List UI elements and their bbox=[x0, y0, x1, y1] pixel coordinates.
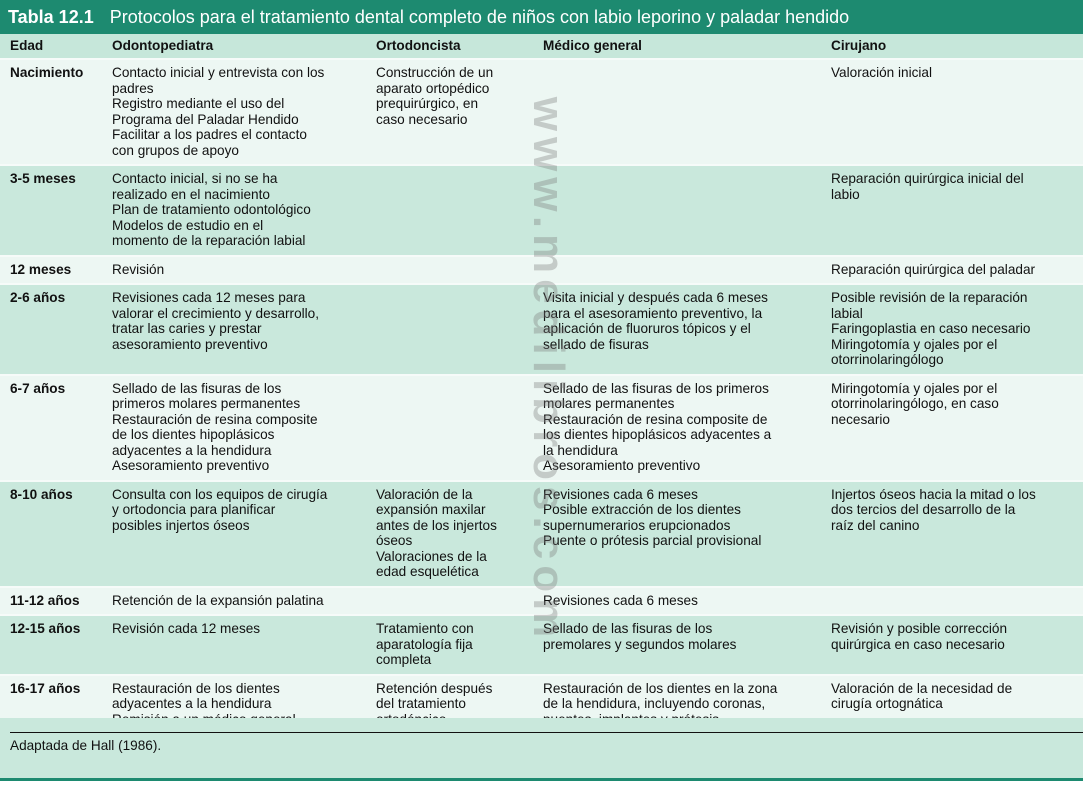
cell-ortodoncista bbox=[376, 165, 543, 256]
cell-cirujano: Revisión y posible corrección quirúrgica… bbox=[831, 615, 1083, 675]
cell-medico-general: Sellado de las fisuras de los premolares… bbox=[543, 615, 831, 675]
footnote: Adaptada de Hall (1986). bbox=[10, 738, 162, 753]
table-row: 12-15 años Revisión cada 12 meses Tratamie… bbox=[0, 615, 1083, 675]
cell-cirujano: Injertos óseos hacia la mitad o los dos … bbox=[831, 480, 1083, 587]
cell-medico-general bbox=[543, 255, 831, 284]
column-header-cirujano: Cirujano bbox=[831, 34, 1083, 59]
cell-odontopediatra: Revisión bbox=[112, 255, 376, 284]
cell-medico-general: Revisiones cada 6 meses bbox=[543, 586, 831, 615]
cell-ortodoncista: Tratamiento con aparatología fija comple… bbox=[376, 615, 543, 675]
cell-odontopediatra: Sellado de las fisuras de los primeros m… bbox=[112, 374, 376, 481]
cell-odontopediatra: Revisión cada 12 meses bbox=[112, 615, 376, 675]
cell-edad: 6-7 años bbox=[0, 374, 112, 481]
table-title: Tabla 12.1 Protocolos para el tratamient… bbox=[0, 0, 1083, 34]
cell-odontopediatra: Retención de la expansión palatina bbox=[112, 586, 376, 615]
cell-medico-general: Visita inicial y después cada 6 meses pa… bbox=[543, 284, 831, 375]
table-caption: Protocolos para el tratamiento dental co… bbox=[109, 6, 850, 27]
column-header-edad: Edad bbox=[0, 34, 112, 59]
cell-odontopediatra: Revisiones cada 12 meses para valorar el… bbox=[112, 284, 376, 375]
cell-edad: 11-12 años bbox=[0, 586, 112, 615]
table-row: 8-10 años Consulta con los equipos de cir… bbox=[0, 480, 1083, 587]
cell-medico-general bbox=[543, 59, 831, 165]
cell-edad: 3-5 meses bbox=[0, 165, 112, 256]
cell-cirujano: Posible revisión de la reparación labial… bbox=[831, 284, 1083, 375]
cell-cirujano: Valoración inicial bbox=[831, 59, 1083, 165]
cell-cirujano: Reparación quirúrgica inicial del labio bbox=[831, 165, 1083, 256]
cell-ortodoncista bbox=[376, 255, 543, 284]
cell-medico-general: Revisiones cada 6 meses Posible extracci… bbox=[543, 480, 831, 587]
header-row: Edad Odontopediatra Ortodoncista Médico … bbox=[0, 34, 1083, 59]
table-row: 2-6 años Revisiones cada 12 meses para va… bbox=[0, 284, 1083, 375]
cell-ortodoncista bbox=[376, 284, 543, 375]
cell-medico-general bbox=[543, 165, 831, 256]
cell-cirujano bbox=[831, 586, 1083, 615]
cell-edad: Nacimiento bbox=[0, 59, 112, 165]
table-row: 6-7 años Sellado de las fisuras de los pr… bbox=[0, 374, 1083, 481]
table-row: 12 meses Revisión Reparación quirúrgica de… bbox=[0, 255, 1083, 284]
cell-edad: 8-10 años bbox=[0, 480, 112, 587]
protocol-table: Edad Odontopediatra Ortodoncista Médico … bbox=[0, 34, 1083, 733]
table-row: 11-12 años Retención de la expansión pala… bbox=[0, 586, 1083, 615]
cell-edad: 12 meses bbox=[0, 255, 112, 284]
table-number: Tabla 12.1 bbox=[8, 6, 94, 27]
cell-cirujano: Reparación quirúrgica del paladar bbox=[831, 255, 1083, 284]
footer-divider bbox=[10, 732, 1083, 733]
column-header-ortodoncista: Ortodoncista bbox=[376, 34, 543, 59]
table-footer: Adaptada de Hall (1986). bbox=[0, 718, 1083, 778]
cell-ortodoncista: Valoración de la expansión maxilar antes… bbox=[376, 480, 543, 587]
table-row: 3-5 meses Contacto inicial, si no se ha r… bbox=[0, 165, 1083, 256]
cell-edad: 12-15 años bbox=[0, 615, 112, 675]
cell-cirujano: Miringotomía y ojales por el otorrinolar… bbox=[831, 374, 1083, 481]
cell-edad: 2-6 años bbox=[0, 284, 112, 375]
cell-ortodoncista: Construcción de un aparato ortopédico pr… bbox=[376, 59, 543, 165]
cell-odontopediatra: Consulta con los equipos de cirugía y or… bbox=[112, 480, 376, 587]
cell-odontopediatra: Contacto inicial, si no se ha realizado … bbox=[112, 165, 376, 256]
bottom-border bbox=[0, 778, 1083, 781]
cell-ortodoncista bbox=[376, 374, 543, 481]
cell-medico-general: Sellado de las fisuras de los primeros m… bbox=[543, 374, 831, 481]
column-header-odontopediatra: Odontopediatra bbox=[112, 34, 376, 59]
column-header-medico-general: Médico general bbox=[543, 34, 831, 59]
cell-ortodoncista bbox=[376, 586, 543, 615]
cell-odontopediatra: Contacto inicial y entrevista con los pa… bbox=[112, 59, 376, 165]
table-row: Nacimiento Contacto inicial y entrevista … bbox=[0, 59, 1083, 165]
